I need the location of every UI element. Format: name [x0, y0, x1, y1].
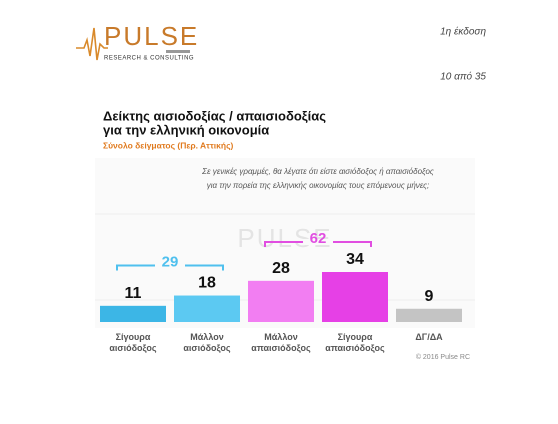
value-label: 9: [425, 288, 434, 305]
value-label: 11: [125, 285, 142, 302]
logo-tagline: RESEARCH & CONSULTING: [104, 56, 194, 62]
question: για την πορεία της ελληνικής οικονομίας …: [207, 181, 429, 190]
bar: [248, 280, 314, 322]
category-label: Μάλλον αισιόδοξος: [183, 332, 231, 353]
logo-pulse: [76, 27, 108, 61]
category-label: Σίγουρα αισιόδοξος: [109, 332, 157, 353]
page-number: 10 από 35: [440, 71, 486, 83]
bar: [396, 308, 462, 322]
subtitle: Σύνολο δείγματος (Περ. Αττικής): [103, 140, 233, 150]
group-value: 29: [162, 253, 179, 270]
category-label: Μάλλον απαισιόδοξος: [251, 332, 311, 353]
value-label: 18: [198, 275, 216, 292]
question: Σε γενικές γραμμές, θα λέγατε ότι είστε …: [201, 167, 434, 176]
logo: PULSE: [104, 21, 199, 51]
title: για την ελληνική οικονομία: [103, 122, 269, 137]
category-label: ΔΓ/ΔΑ: [415, 332, 443, 342]
bar: [100, 305, 166, 322]
title: Δείκτης αισιοδοξίας / απαισιοδοξίας: [103, 108, 326, 123]
group-value: 62: [310, 230, 327, 247]
edition: 1η έκδοση: [440, 26, 486, 38]
bar: [322, 272, 388, 322]
logo-bar: [166, 50, 190, 53]
value-label: 34: [346, 251, 364, 268]
category-label: Σίγουρα απαισιόδοξος: [325, 332, 385, 353]
watermark: PULSE: [237, 223, 332, 253]
source: © 2016 Pulse RC: [416, 353, 470, 361]
bracket-gap: [155, 262, 185, 269]
bracket-gap: [303, 239, 333, 245]
bar: [174, 295, 240, 322]
value-label: 28: [272, 260, 290, 277]
